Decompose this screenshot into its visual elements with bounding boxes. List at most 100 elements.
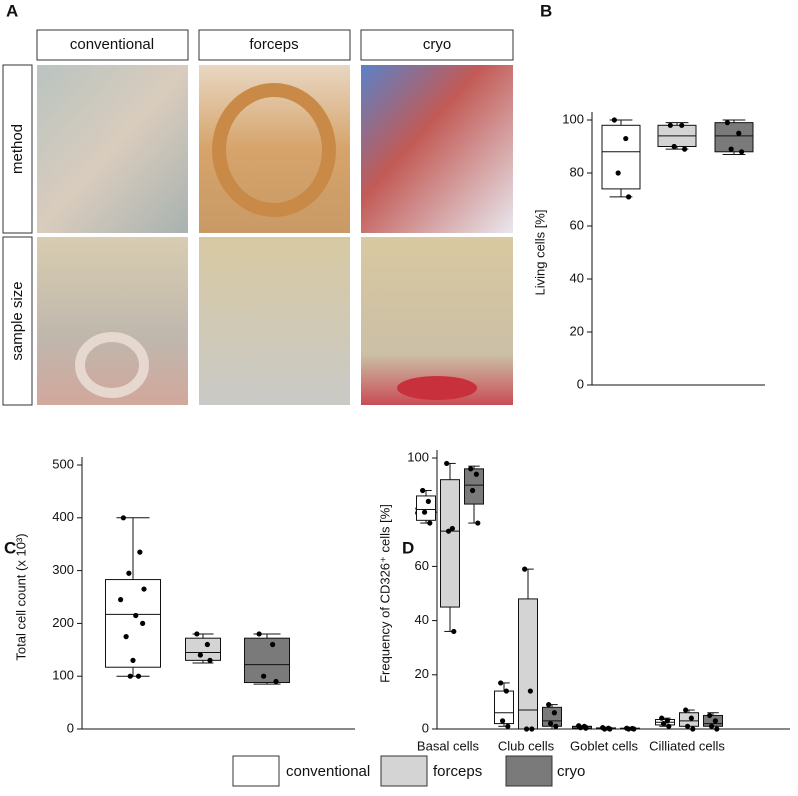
column-header-box	[360, 29, 514, 61]
panel-label: B	[540, 1, 552, 20]
y-tick-label: 500	[52, 456, 74, 471]
data-point	[671, 143, 677, 150]
data-point	[551, 710, 557, 716]
column-header: cryo	[423, 36, 451, 53]
data-point	[736, 130, 742, 136]
y-tick-label: 0	[67, 720, 74, 735]
data-point	[127, 673, 133, 679]
photo-grid: conventional forceps cryo method sample …	[2, 29, 514, 406]
data-point	[197, 652, 203, 658]
panel-label: A	[6, 1, 18, 20]
data-point	[420, 487, 426, 494]
box	[185, 637, 221, 661]
column-header-box	[198, 29, 351, 61]
data-point	[682, 146, 688, 152]
data-point	[615, 170, 621, 176]
data-point	[445, 528, 452, 534]
y-tick-label: 300	[52, 562, 74, 577]
data-point	[577, 725, 584, 731]
data-point	[194, 631, 200, 637]
data-point	[273, 678, 279, 685]
data-point	[425, 498, 431, 504]
data-point	[724, 120, 730, 126]
y-tick-label: 40	[415, 612, 429, 627]
data-point	[135, 673, 142, 679]
data-point	[141, 586, 147, 592]
y-tick-label: 100	[407, 449, 429, 464]
data-point	[140, 620, 146, 627]
data-point	[684, 723, 691, 729]
box	[601, 124, 641, 190]
row-header: method	[9, 124, 26, 174]
data-point	[679, 122, 685, 128]
data-point	[473, 471, 479, 477]
data-point	[133, 612, 139, 619]
x-tick-label: Basal cells	[417, 738, 480, 753]
y-tick-label: 200	[52, 615, 74, 630]
legend-label: forceps	[433, 763, 482, 780]
y-tick-label: 100	[562, 111, 584, 126]
data-point	[529, 726, 535, 732]
data-point	[611, 117, 617, 123]
data-point	[659, 715, 665, 721]
data-point	[261, 673, 267, 679]
data-point	[583, 725, 589, 731]
data-point	[468, 466, 474, 472]
photo	[37, 237, 188, 405]
photo	[37, 65, 188, 233]
box	[464, 468, 484, 505]
data-point	[546, 702, 552, 708]
data-point	[126, 570, 132, 576]
data-point	[256, 631, 262, 637]
data-point	[625, 726, 632, 732]
data-point	[427, 520, 433, 526]
y-tick-label: 60	[415, 558, 429, 573]
data-point	[660, 720, 667, 727]
y-tick-label: 100	[52, 668, 74, 683]
data-point	[204, 641, 210, 648]
x-tick-label: Club cells	[498, 738, 555, 753]
y-tick-label: 400	[52, 509, 74, 524]
legend-swatch	[380, 755, 428, 787]
data-point	[123, 634, 129, 640]
data-point	[626, 194, 632, 200]
data-point	[118, 597, 124, 603]
data-point	[522, 566, 528, 572]
legend-label: conventional	[286, 763, 370, 780]
y-tick-label: 20	[415, 666, 429, 681]
box	[244, 637, 290, 684]
column-header: conventional	[70, 36, 154, 53]
data-point	[498, 680, 504, 686]
photo-detail	[75, 332, 149, 398]
data-point	[499, 718, 506, 724]
data-point	[523, 726, 530, 732]
photo-detail	[397, 376, 477, 400]
panel-label: D	[402, 538, 414, 557]
data-point	[451, 628, 457, 635]
data-point	[469, 487, 476, 494]
row-header-box	[2, 64, 33, 234]
data-point	[207, 657, 213, 663]
data-point	[631, 726, 637, 732]
data-point	[708, 723, 715, 729]
data-point	[664, 718, 670, 724]
box	[518, 598, 538, 730]
data-point	[137, 549, 143, 555]
y-axis-label: Living cells [%]	[532, 210, 547, 296]
y-tick-label: 60	[570, 217, 584, 232]
box	[416, 495, 436, 521]
legend-swatch	[505, 755, 553, 787]
data-point	[547, 720, 554, 727]
data-point	[270, 641, 276, 648]
row-header: sample size	[9, 281, 26, 360]
data-point	[120, 515, 126, 521]
y-axis-label: Frequency of CD326⁺ cells [%]	[377, 504, 392, 683]
data-point	[449, 525, 455, 532]
data-point	[667, 122, 673, 128]
data-point	[739, 149, 745, 155]
y-tick-label: 20	[570, 323, 584, 338]
data-point	[553, 723, 559, 729]
legend-swatch	[232, 755, 280, 787]
y-tick-label: 0	[577, 376, 584, 391]
